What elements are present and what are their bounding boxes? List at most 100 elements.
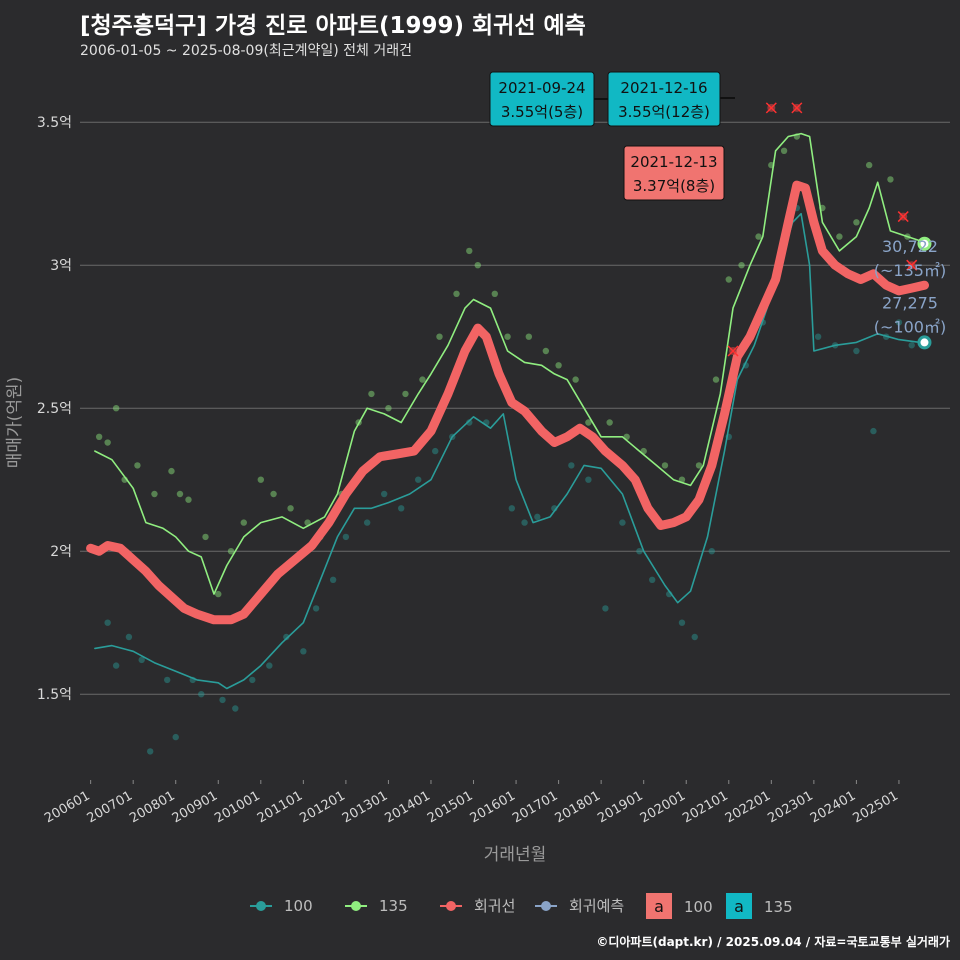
scatter-point	[568, 462, 575, 469]
forecast-value-label: 27,275	[882, 293, 938, 312]
x-tick-label: 201001	[212, 788, 262, 826]
series-line-regression	[86, 180, 929, 625]
x-tick-label: 201801	[553, 788, 603, 826]
scatter-point	[95, 433, 103, 440]
scatter-point	[368, 390, 375, 398]
scatter-point	[466, 247, 473, 255]
legend-key-dot	[446, 901, 456, 911]
legend-key-dot	[256, 901, 266, 911]
scatter-point	[249, 676, 256, 684]
scatter-point	[887, 176, 894, 183]
legend-key-dot	[541, 901, 551, 911]
scatter-point	[836, 233, 843, 240]
scatter-point	[525, 333, 533, 340]
scatter-point	[270, 490, 277, 498]
scatter-point	[240, 519, 247, 526]
scatter-point	[300, 648, 307, 655]
peak-annotation-price: 3.55억(12층)	[618, 103, 710, 121]
x-tick-label: 201701	[510, 788, 560, 826]
scatter-point	[432, 447, 439, 455]
x-tick-label: 201401	[382, 788, 432, 826]
scatter-point	[695, 462, 703, 469]
scatter-point	[755, 233, 762, 240]
x-tick-label: 201101	[255, 788, 305, 826]
x-tick-label: 202301	[765, 788, 815, 826]
x-tick-label: 202201	[723, 788, 773, 826]
legend-label-swatch	[726, 893, 752, 919]
legend-label-glyph: a	[734, 897, 744, 916]
chart-subtitle: 2006-01-05 ~ 2025-08-09(최근계약일) 전체 거래건	[80, 43, 412, 59]
scatter-point	[304, 519, 311, 526]
scatter-point	[521, 519, 528, 526]
scatter-point	[534, 513, 541, 521]
scatter-point	[712, 376, 720, 383]
x-tick-label: 202101	[680, 788, 730, 826]
scatter-point	[380, 490, 388, 498]
x-tick-label: 201601	[468, 788, 518, 826]
y-axis-label: 매매가(억원)	[5, 377, 25, 468]
scatter-point	[555, 362, 562, 369]
series-line-s135	[94, 132, 926, 595]
scatter-point	[397, 505, 405, 512]
scatter-point	[691, 633, 698, 641]
peak-annotation-date: 2021-12-13	[630, 153, 717, 171]
scatter-point	[636, 548, 643, 555]
x-tick-label: 200601	[42, 788, 92, 826]
outlier-cross-icon	[791, 102, 803, 114]
scatter-point	[419, 376, 426, 383]
scatter-point	[474, 262, 481, 269]
scatter-point	[504, 333, 511, 340]
scatter-point	[619, 519, 626, 526]
scatter-point	[865, 161, 873, 169]
scatter-point	[134, 462, 141, 469]
x-tick-label: 202001	[638, 788, 688, 826]
legend-key-dot	[351, 901, 361, 911]
x-tick-label: 201501	[425, 788, 475, 826]
scatter-point	[870, 427, 877, 435]
scatter-point	[287, 505, 294, 512]
outlier-cross-icon	[897, 211, 909, 223]
chart-title: [청주흥덕구] 가경 진로 아파트(1999) 회귀선 예측	[80, 13, 586, 39]
legend-label: 100	[284, 897, 313, 915]
x-tick-label: 201901	[595, 788, 645, 826]
scatter-point	[312, 605, 320, 612]
scatter-point	[415, 476, 422, 483]
scatter-point	[585, 419, 592, 426]
scatter-point	[895, 319, 903, 326]
peak-annotation-price: 3.37억(8층)	[633, 177, 715, 195]
scatter-point	[649, 576, 656, 583]
scatter-point	[168, 467, 175, 475]
scatter-point	[585, 476, 592, 483]
scatter-point	[151, 490, 158, 498]
scatter-point	[104, 439, 111, 446]
scatter-point	[112, 405, 120, 412]
scatter-point	[602, 605, 609, 612]
scatter-point	[508, 505, 516, 512]
scatter-point	[436, 333, 443, 340]
legend-label: 135	[379, 897, 408, 915]
scatter-point	[402, 390, 409, 398]
scatter-point	[661, 462, 669, 469]
series-end-point	[917, 335, 932, 350]
scatter-point	[257, 476, 265, 483]
scatter-point	[853, 347, 860, 355]
scatter-point	[219, 696, 226, 704]
scatter-point	[542, 347, 550, 355]
scatter-point	[814, 333, 822, 340]
scatter-point	[572, 376, 579, 383]
y-tick-label: 2.5억	[37, 401, 72, 417]
scatter-point	[606, 419, 613, 426]
legend-label: 135	[764, 898, 793, 916]
legend-label: 100	[684, 898, 713, 916]
outlier-cross-icon	[727, 345, 739, 357]
scatter-point	[164, 676, 171, 684]
scatter-point	[780, 147, 788, 154]
x-tick-label: 202401	[808, 788, 858, 826]
scatter-point	[329, 576, 337, 583]
scatter-point	[146, 748, 154, 755]
x-tick-label: 201201	[297, 788, 347, 826]
scatter-point	[678, 619, 686, 626]
scatter-point	[708, 548, 715, 555]
scatter-point	[172, 733, 179, 741]
